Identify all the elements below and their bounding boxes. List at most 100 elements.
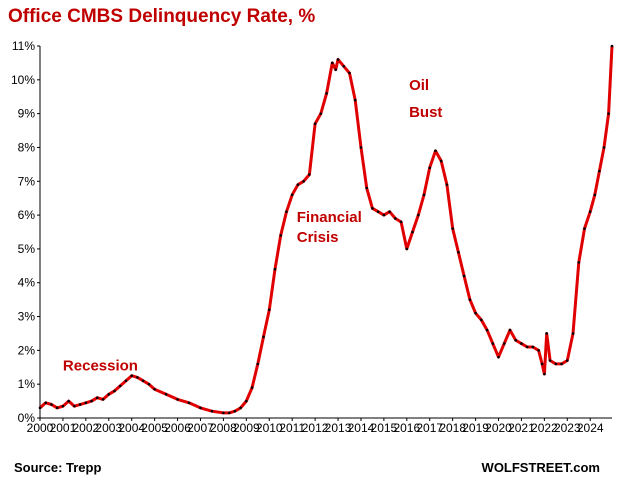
data-point [593,193,597,197]
x-tick-label: 2016 [393,421,420,435]
data-point [285,210,288,214]
y-tick-label: 9% [18,107,36,121]
annotation-label: Oil [409,77,429,94]
x-tick-label: 2022 [531,421,558,435]
data-point [210,409,214,413]
data-point [101,398,105,401]
data-point [319,112,323,115]
data-point [577,261,581,264]
x-tick-label: 2017 [416,421,443,435]
data-point [245,399,248,403]
x-tick-label: 2015 [371,421,398,435]
data-point [250,386,254,389]
data-point [502,342,506,345]
data-point [554,362,558,366]
data-point [107,393,111,396]
data-point [399,220,403,224]
data-point [302,179,305,183]
y-tick-label: 8% [18,140,36,154]
data-point [588,210,592,214]
data-point [141,379,145,383]
data-point [394,217,397,220]
data-point [422,193,426,197]
data-point [491,342,495,345]
data-point [428,166,432,170]
plot-area [38,44,614,415]
x-tick-label: 2007 [187,421,214,435]
y-tick-label: 4% [18,276,36,290]
data-point [313,122,317,126]
data-point [365,186,368,190]
data-point [50,403,53,406]
data-point [607,112,610,115]
y-tick-label: 10% [11,73,35,87]
data-point [147,382,151,386]
data-point [353,98,357,102]
data-point [256,362,260,366]
data-point [90,399,93,403]
x-tick-label: 2023 [554,421,581,435]
x-tick-label: 2018 [439,421,466,435]
data-point [308,173,311,176]
data-point [336,58,340,61]
data-point [38,406,42,410]
data-point [439,159,443,163]
data-point [537,349,540,352]
data-point [233,409,237,413]
data-point [485,328,489,332]
data-point [73,404,76,408]
data-point [199,406,202,410]
data-point [84,401,88,405]
data-point [434,149,437,153]
data-point [543,372,546,376]
x-tick-label: 2011 [279,421,305,435]
data-point [136,376,139,379]
x-tick-label: 2003 [95,421,122,435]
data-point [468,298,472,301]
data-point [445,183,449,186]
data-point [331,61,334,65]
data-point [388,210,391,214]
data-point [96,396,99,400]
x-tick-label: 2010 [256,421,283,435]
data-point [565,359,569,362]
data-point [290,193,294,197]
data-point [457,250,460,254]
x-tick-label: 2013 [325,421,352,435]
data-point [540,362,544,366]
data-point [525,345,529,349]
data-point [376,210,380,214]
data-point [279,234,283,237]
x-tick-label: 2005 [141,421,168,435]
y-tick-labels: 0% 1% 2% 3% 4% 5% 6% 7% 8% 9% 10% 11% [11,39,35,425]
y-tick-label: 5% [18,242,36,256]
chart-title: Office CMBS Delinquency Rate, % [8,6,316,27]
data-point [61,404,65,408]
y-tick-label: 1% [18,377,36,391]
data-point [474,311,477,315]
data-point [164,393,168,396]
data-point [545,332,548,335]
data-point [67,399,70,403]
data-point [411,230,414,234]
data-point [610,44,614,48]
x-tick-label: 2002 [73,421,100,435]
x-tick-label: 2004 [118,421,145,435]
data-point [531,345,535,349]
data-point [520,342,523,345]
data-point [113,389,116,393]
x-tick-label: 2006 [164,421,191,435]
data-point [571,332,575,335]
data-point [296,183,300,186]
data-point [342,64,346,68]
annotations: Recession Financial Crisis Oil Bust [63,77,443,375]
data-point [227,411,231,415]
data-point [187,401,191,405]
data-point [78,403,82,406]
data-point [371,207,374,210]
x-tick-label: 2020 [485,421,512,435]
x-tick-label: 2000 [27,421,54,435]
annotation-label: Bust [409,104,442,121]
data-point [359,146,363,149]
x-tick-labels: 2000200120022003200420052006200720082009… [27,421,604,435]
